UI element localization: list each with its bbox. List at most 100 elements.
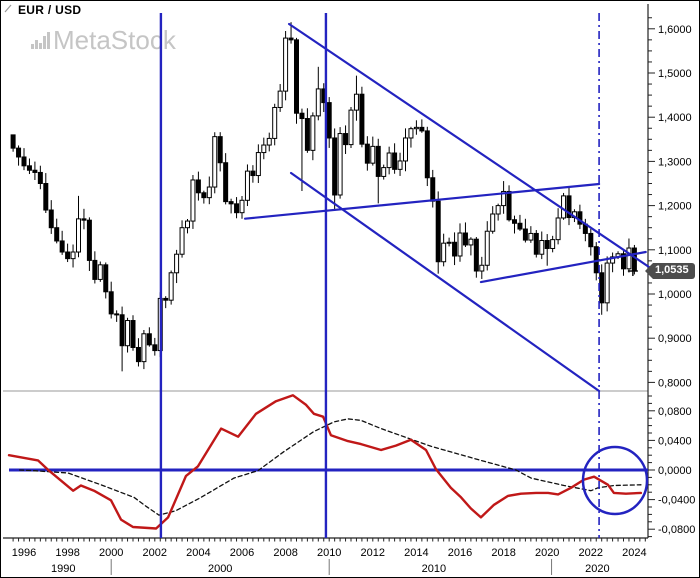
- price-tick-label: 1,0000: [658, 289, 692, 301]
- candle-body: [457, 232, 463, 257]
- candle-body: [168, 272, 174, 301]
- trendline-channel-top[interactable]: [287, 22, 651, 269]
- decade-label: 1990: [51, 563, 75, 575]
- oscillator-axis: 0,0800 0,0400 0,0000 -0,0400 -0,0800: [648, 395, 695, 538]
- candle-body: [244, 170, 250, 201]
- candlestick-series: [10, 22, 637, 372]
- year-label: 2022: [579, 547, 603, 559]
- oscillator-tick-label: 0,0800: [658, 406, 692, 418]
- candle-body: [506, 190, 512, 221]
- candle-body: [146, 333, 152, 346]
- candle-body: [479, 264, 485, 272]
- candle-body: [92, 259, 98, 280]
- year-label: 1998: [55, 547, 79, 559]
- candle-body: [288, 37, 294, 41]
- candle-body: [26, 165, 32, 171]
- candle-body: [462, 232, 468, 246]
- candle-body: [195, 179, 201, 194]
- price-tick-label: 1,4000: [658, 112, 692, 124]
- candle-body: [413, 126, 419, 130]
- oscillator-tick-label: -0,0400: [658, 495, 695, 507]
- candle-body: [201, 192, 207, 199]
- candle-body: [610, 256, 616, 264]
- candle-body: [337, 133, 343, 196]
- candle-body: [54, 227, 60, 242]
- candle-body: [234, 203, 240, 214]
- metastock-watermark-text: MetaStock: [53, 25, 176, 55]
- oscillator-tick-label: 0,0400: [658, 435, 692, 447]
- candle-body: [190, 179, 196, 222]
- candle-body: [32, 169, 38, 173]
- candle-body: [381, 167, 387, 177]
- candle-body: [141, 333, 147, 363]
- candle-body: [81, 218, 87, 221]
- candle-body: [212, 136, 218, 188]
- price-axis: 1,6000 1,5000 1,4000 1,3000 1,2000 1,1000 1,00…: [648, 17, 692, 389]
- candle-body: [239, 199, 245, 214]
- candle-body: [588, 232, 594, 248]
- candle-body: [604, 262, 610, 304]
- year-label: 1996: [12, 547, 36, 559]
- price-tick-label: 1,5000: [658, 68, 692, 80]
- candle-body: [490, 213, 496, 232]
- candle-body: [76, 218, 81, 253]
- candle-body: [103, 264, 109, 293]
- macd-signal-line: [18, 418, 642, 516]
- year-label: 2014: [404, 547, 428, 559]
- year-label: 2008: [273, 547, 297, 559]
- candle-body: [419, 126, 425, 132]
- candle-body: [446, 241, 452, 244]
- candle-body: [43, 183, 49, 211]
- decade-label: 2020: [585, 563, 609, 575]
- last-price-badge: 1,0535: [645, 263, 695, 279]
- price-tick-label: 1,3000: [658, 156, 692, 168]
- candle-body: [468, 238, 474, 246]
- year-label: 2006: [230, 547, 254, 559]
- trendline-rising-median[interactable]: [243, 182, 601, 220]
- candle-body: [228, 201, 234, 205]
- candle-body: [386, 152, 392, 169]
- candle-body: [473, 238, 479, 272]
- candle-body: [364, 143, 370, 164]
- candle-body: [97, 264, 103, 280]
- highlight-circle[interactable]: [581, 445, 649, 516]
- candle-body: [125, 320, 131, 347]
- candle-body: [266, 137, 272, 146]
- year-label: 2016: [448, 547, 472, 559]
- candle-body: [435, 200, 441, 263]
- candle-body: [130, 320, 136, 348]
- metastock-watermark: MetaStock: [31, 27, 176, 53]
- trendline-wedge-support[interactable]: [479, 250, 647, 284]
- metastock-logo-bars-icon: [31, 32, 50, 53]
- candle-body: [561, 195, 567, 219]
- price-tick-label: 0,9000: [658, 333, 692, 345]
- candle-body: [294, 39, 299, 114]
- oscillator-tick-label: 0,0000: [658, 465, 692, 477]
- trendline-channel-bottom[interactable]: [289, 171, 601, 393]
- candle-body: [533, 232, 539, 255]
- candle-body: [174, 253, 180, 274]
- price-tick-label: 1,6000: [658, 24, 692, 36]
- candle-body: [223, 162, 229, 203]
- candle-body: [119, 314, 125, 347]
- candle-body: [626, 247, 632, 270]
- candle-body: [501, 190, 507, 207]
- drawn-annotations: [159, 13, 651, 538]
- corner-mark-icon: [4, 4, 12, 13]
- year-label: 2004: [186, 547, 210, 559]
- candle-body: [217, 136, 223, 164]
- candle-body: [48, 209, 54, 229]
- candle-body: [152, 344, 158, 352]
- candle-body: [21, 156, 27, 167]
- year-label: 2012: [361, 547, 385, 559]
- candle-body: [304, 118, 310, 151]
- candle-body: [599, 272, 605, 304]
- candle-body: [397, 160, 403, 170]
- candle-body: [326, 102, 332, 139]
- badge-arrow-icon: [645, 263, 653, 279]
- candle-body: [277, 90, 283, 108]
- decade-label: 2010: [422, 563, 446, 575]
- candle-body: [566, 195, 572, 219]
